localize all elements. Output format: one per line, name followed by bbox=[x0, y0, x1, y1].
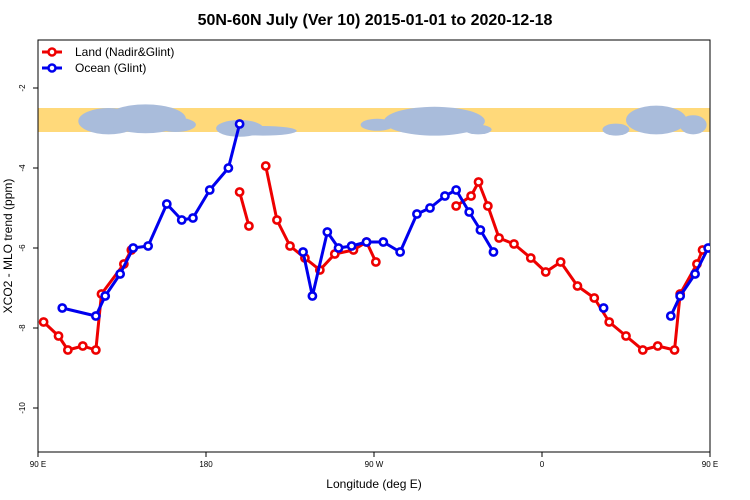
series-land-point bbox=[494, 233, 504, 243]
series-ocean-point bbox=[57, 303, 68, 313]
series-ocean-point bbox=[665, 311, 676, 321]
series-land-line bbox=[455, 180, 704, 352]
x-tick-label: 90 E bbox=[702, 460, 718, 469]
x-tick-label: 0 bbox=[540, 460, 545, 469]
series-ocean-point bbox=[721, 242, 728, 249]
y-tick-label: -6 bbox=[18, 244, 27, 252]
series-ocean-point bbox=[412, 209, 422, 219]
series-ocean-point bbox=[204, 185, 215, 195]
series-ocean-point bbox=[598, 303, 609, 313]
legend-land-label: Land (Nadir&Glint) bbox=[75, 45, 174, 59]
map-band-ocean bbox=[679, 115, 707, 135]
series-land-point bbox=[572, 281, 583, 291]
map-band-ocean bbox=[464, 124, 492, 135]
legend-land-marker bbox=[47, 47, 57, 57]
series-ocean-point bbox=[464, 207, 475, 217]
series-land-point bbox=[272, 215, 282, 225]
series-land-point bbox=[234, 187, 245, 197]
series-land-point bbox=[451, 201, 462, 211]
series-ocean-point bbox=[475, 225, 486, 235]
series-ocean-point bbox=[333, 243, 344, 253]
series-land-point bbox=[555, 257, 566, 267]
series-land-point bbox=[90, 345, 101, 355]
series-land-point bbox=[260, 161, 271, 171]
series-land-point bbox=[285, 241, 295, 251]
series-ocean-point bbox=[425, 203, 435, 213]
series-land-point bbox=[466, 191, 476, 201]
series-ocean-point bbox=[115, 269, 126, 279]
y-axis-label: XCO2 - MLO trend (ppm) bbox=[1, 179, 15, 314]
series-land-point bbox=[589, 293, 600, 303]
map-band-ocean bbox=[626, 105, 687, 135]
series-ocean-line bbox=[61, 123, 242, 318]
series-land-point bbox=[370, 257, 381, 267]
series-ocean-point bbox=[161, 199, 172, 209]
series-ocean-point bbox=[234, 119, 245, 129]
series-ocean-point bbox=[346, 241, 357, 251]
series-ocean-point bbox=[675, 291, 686, 301]
x-axis-label: Longitude (deg E) bbox=[326, 477, 421, 491]
series-land-point bbox=[637, 345, 648, 355]
series-ocean-point bbox=[440, 191, 450, 201]
series-ocean-point bbox=[378, 237, 389, 247]
series-ocean-point bbox=[322, 227, 333, 237]
series-layer bbox=[38, 119, 728, 355]
legend-ocean-marker bbox=[47, 63, 57, 73]
series-ocean-point bbox=[690, 269, 700, 279]
series-land-point bbox=[604, 317, 615, 327]
x-tick-label: 90 E bbox=[30, 460, 46, 469]
series-ocean-point bbox=[307, 291, 318, 301]
series-land-point bbox=[509, 239, 519, 249]
series-ocean-point bbox=[488, 247, 499, 257]
y-tick-label: -8 bbox=[18, 324, 27, 332]
chart-title: 50N-60N July (Ver 10) 2015-01-01 to 2020… bbox=[198, 12, 553, 29]
series-land-point bbox=[62, 345, 73, 355]
series-land-point bbox=[244, 221, 254, 231]
y-tick-label: -10 bbox=[18, 402, 27, 414]
series-ocean-point bbox=[298, 247, 308, 257]
x-tick-label: 180 bbox=[199, 460, 213, 469]
y-tick-label: -4 bbox=[18, 164, 27, 172]
series-ocean-point bbox=[361, 237, 372, 247]
x-axis: 90 E 180 90 W 0 90 E bbox=[30, 452, 718, 469]
series-ocean bbox=[57, 119, 728, 321]
series-land-point bbox=[669, 345, 680, 355]
series-ocean-line bbox=[301, 188, 495, 298]
series-land-point bbox=[482, 201, 493, 211]
series-ocean-point bbox=[703, 243, 710, 253]
map-band-ocean bbox=[384, 106, 485, 136]
series-land bbox=[38, 161, 708, 355]
series-ocean-point bbox=[100, 291, 111, 301]
series-land-point bbox=[525, 253, 536, 263]
map-band-ocean bbox=[155, 117, 196, 132]
y-tick-label: -2 bbox=[18, 84, 27, 92]
map-band-ocean bbox=[602, 123, 630, 136]
series-ocean-point bbox=[128, 243, 139, 253]
map-band bbox=[38, 104, 710, 137]
series-ocean-point bbox=[395, 247, 406, 257]
series-ocean-point bbox=[176, 215, 187, 225]
series-land-point bbox=[38, 317, 49, 327]
series-land-line bbox=[238, 191, 251, 227]
y-axis: -2 -4 -6 -8 -10 bbox=[18, 84, 38, 414]
series-land-point bbox=[621, 331, 631, 341]
legend: Land (Nadir&Glint) Ocean (Glint) bbox=[42, 45, 174, 75]
series-land-point bbox=[53, 331, 64, 341]
series-ocean-point bbox=[188, 213, 198, 223]
series-land-point bbox=[473, 177, 484, 187]
series-ocean-point bbox=[90, 311, 101, 321]
series-land-point bbox=[540, 267, 551, 277]
series-land-point bbox=[77, 341, 88, 351]
series-ocean-point bbox=[143, 241, 154, 251]
legend-ocean-label: Ocean (Glint) bbox=[75, 61, 146, 75]
x-tick-label: 90 W bbox=[365, 460, 384, 469]
series-land-point bbox=[652, 341, 663, 351]
series-ocean-point bbox=[451, 185, 462, 195]
series-ocean-point bbox=[223, 163, 234, 173]
map-band-ocean bbox=[229, 126, 297, 136]
